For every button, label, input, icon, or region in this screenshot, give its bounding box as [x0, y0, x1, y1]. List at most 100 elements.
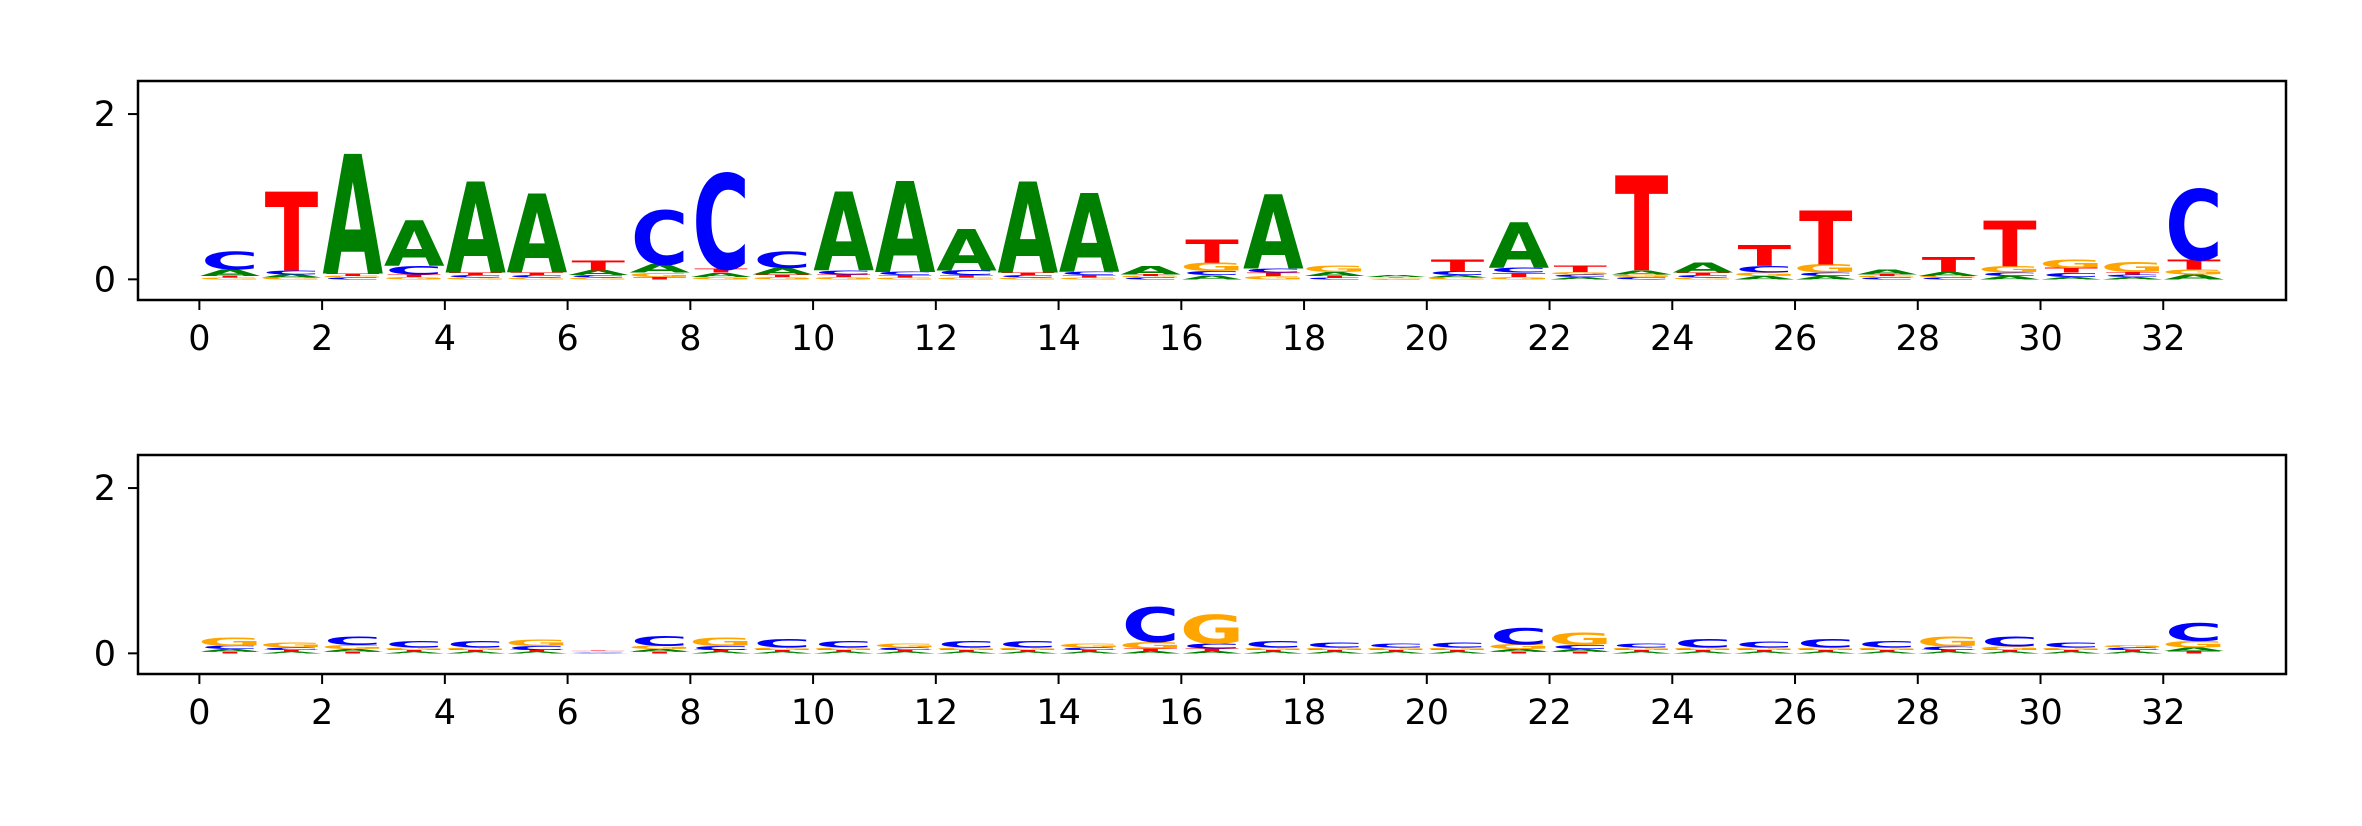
logo-letter-a: A: [813, 172, 874, 297]
logo-letter-t: T: [1492, 651, 1546, 654]
x-tick-label: 0: [188, 319, 210, 359]
logo-letter-g: G: [2039, 647, 2103, 651]
logo-letter-g: G: [1855, 276, 1919, 279]
logo-letter-a: A: [1427, 275, 1488, 279]
logo-letter-t: T: [1063, 650, 1117, 653]
logo-letter-c: C: [385, 264, 443, 277]
logo-letter-g: G: [1855, 647, 1919, 651]
logo-letter-c: C: [876, 271, 934, 276]
logo-letter-t: T: [1001, 650, 1055, 653]
x-tick-label: 8: [679, 319, 701, 359]
logo-letter-g: G: [1671, 647, 1735, 651]
logo-letter-a: A: [445, 651, 506, 654]
logo-letter-t: T: [203, 651, 257, 654]
logo-letter-a: A: [1611, 269, 1672, 276]
logo-letter-g: G: [1364, 647, 1428, 651]
logo-letter-t: T: [1492, 272, 1546, 279]
logo-letter-a: A: [1243, 651, 1304, 654]
logo-letter-a: A: [2102, 651, 2163, 654]
logo-letter-t: T: [878, 650, 932, 653]
logo-letter-g: G: [750, 276, 814, 280]
logo-letter-a: A: [384, 651, 445, 654]
logo-letter-c: C: [324, 277, 382, 280]
y-tick-label: 0: [94, 634, 116, 674]
logo-letter-c: C: [1981, 272, 2039, 277]
axes-frame: [136, 79, 2288, 302]
logo-letter-g: G: [321, 276, 385, 279]
x-tick-label: 12: [914, 693, 959, 733]
logo-letter-t: T: [1124, 648, 1178, 652]
logo-letter-t: T: [1308, 650, 1362, 653]
logo-letter-a: A: [1182, 274, 1243, 281]
logo-letter-t: T: [1922, 650, 1976, 653]
logo-letter-t: T: [572, 258, 626, 274]
logo-letter-t: T: [449, 650, 503, 653]
logo-letter-c: C: [1367, 642, 1425, 649]
logo-letter-c: C: [1490, 267, 1548, 275]
logo-letter-g: G: [873, 642, 937, 649]
logo-letter-g: G: [1303, 264, 1367, 275]
logo-letter-c: C: [1122, 277, 1180, 280]
logo-letter-c: C: [999, 275, 1057, 279]
logo-letter-c: C: [2165, 171, 2223, 283]
logo-letter-g: G: [873, 277, 937, 280]
x-tick-label: 16: [1159, 319, 1204, 359]
logo-letter-t: T: [756, 650, 810, 653]
logo-letter-g: G: [505, 638, 569, 649]
logo-letter-g: G: [1487, 643, 1551, 651]
logo-letter-g: G: [1609, 274, 1673, 278]
logo-letter-t: T: [878, 275, 932, 279]
logo-letter-c: C: [1674, 275, 1732, 279]
logo-letter-c: C: [1245, 268, 1303, 275]
x-tick-label: 24: [1650, 693, 1695, 733]
logo-letter-c: C: [1306, 277, 1364, 280]
logo-letter-t: T: [1431, 650, 1485, 653]
logo-letter-g: G: [1916, 276, 1980, 279]
logo-letter-a: A: [1734, 275, 1795, 280]
logo-letter-a: A: [813, 651, 874, 654]
logo-letter-g: G: [1364, 277, 1428, 278]
logo-letter-a: A: [875, 156, 936, 302]
logo-letter-c: C: [1122, 599, 1180, 654]
logo-letter-c: C: [876, 647, 934, 651]
x-tick-label: 14: [1036, 319, 1081, 359]
logo-letter-g: G: [812, 647, 876, 651]
x-tick-label: 22: [1527, 319, 1572, 359]
logo-letter-c: C: [1060, 647, 1118, 651]
logo-letter-t: T: [1738, 240, 1791, 273]
logo-panel-2: TACGATCGTAGCATGCATGCATCGACGTTAGCATCGATGC…: [94, 453, 2288, 733]
logo-letter-g: G: [198, 277, 262, 280]
logo-letter-c: C: [1613, 276, 1671, 280]
logo-letter-g: G: [627, 645, 691, 650]
logo-letter-a: A: [2164, 647, 2225, 652]
logo-letter-g: G: [1057, 277, 1121, 280]
logo-letter-t: T: [326, 651, 380, 654]
logo-letter-c: C: [2104, 274, 2162, 278]
logo-letter-t: T: [1369, 650, 1423, 653]
logo-letter-g: G: [1916, 634, 1980, 650]
logo-letter-c: C: [1797, 637, 1855, 650]
logo-letter-a: A: [200, 268, 261, 279]
logo-letter-t: T: [1738, 650, 1792, 653]
x-tick-label: 6: [556, 693, 578, 733]
logo-letter-a: A: [691, 272, 752, 279]
logo-letter-t: T: [1553, 651, 1607, 654]
logo-letter-t: T: [633, 651, 687, 654]
x-tick-label: 20: [1405, 693, 1450, 733]
logo-letter-a: A: [322, 649, 383, 653]
x-tick-label: 4: [434, 693, 456, 733]
logo-letter-g: G: [627, 272, 691, 279]
y-tick-label: 0: [94, 260, 116, 300]
x-tick-label: 8: [679, 693, 701, 733]
logo-letter-a: A: [1059, 174, 1120, 299]
logo-letter-g: G: [1180, 606, 1244, 653]
logo-letter-t: T: [1185, 234, 1239, 271]
logo-letter-g: G: [1425, 277, 1489, 280]
logo-letter-t: T: [1922, 253, 1975, 277]
logo-letter-t: T: [1799, 196, 1853, 282]
logo-letter-c: C: [1183, 642, 1241, 650]
logo-letter-g: G: [2100, 260, 2164, 276]
logo-letter-t: T: [1124, 274, 1178, 277]
x-tick-label: 26: [1773, 319, 1818, 359]
logo-letter-a: A: [1550, 649, 1611, 653]
